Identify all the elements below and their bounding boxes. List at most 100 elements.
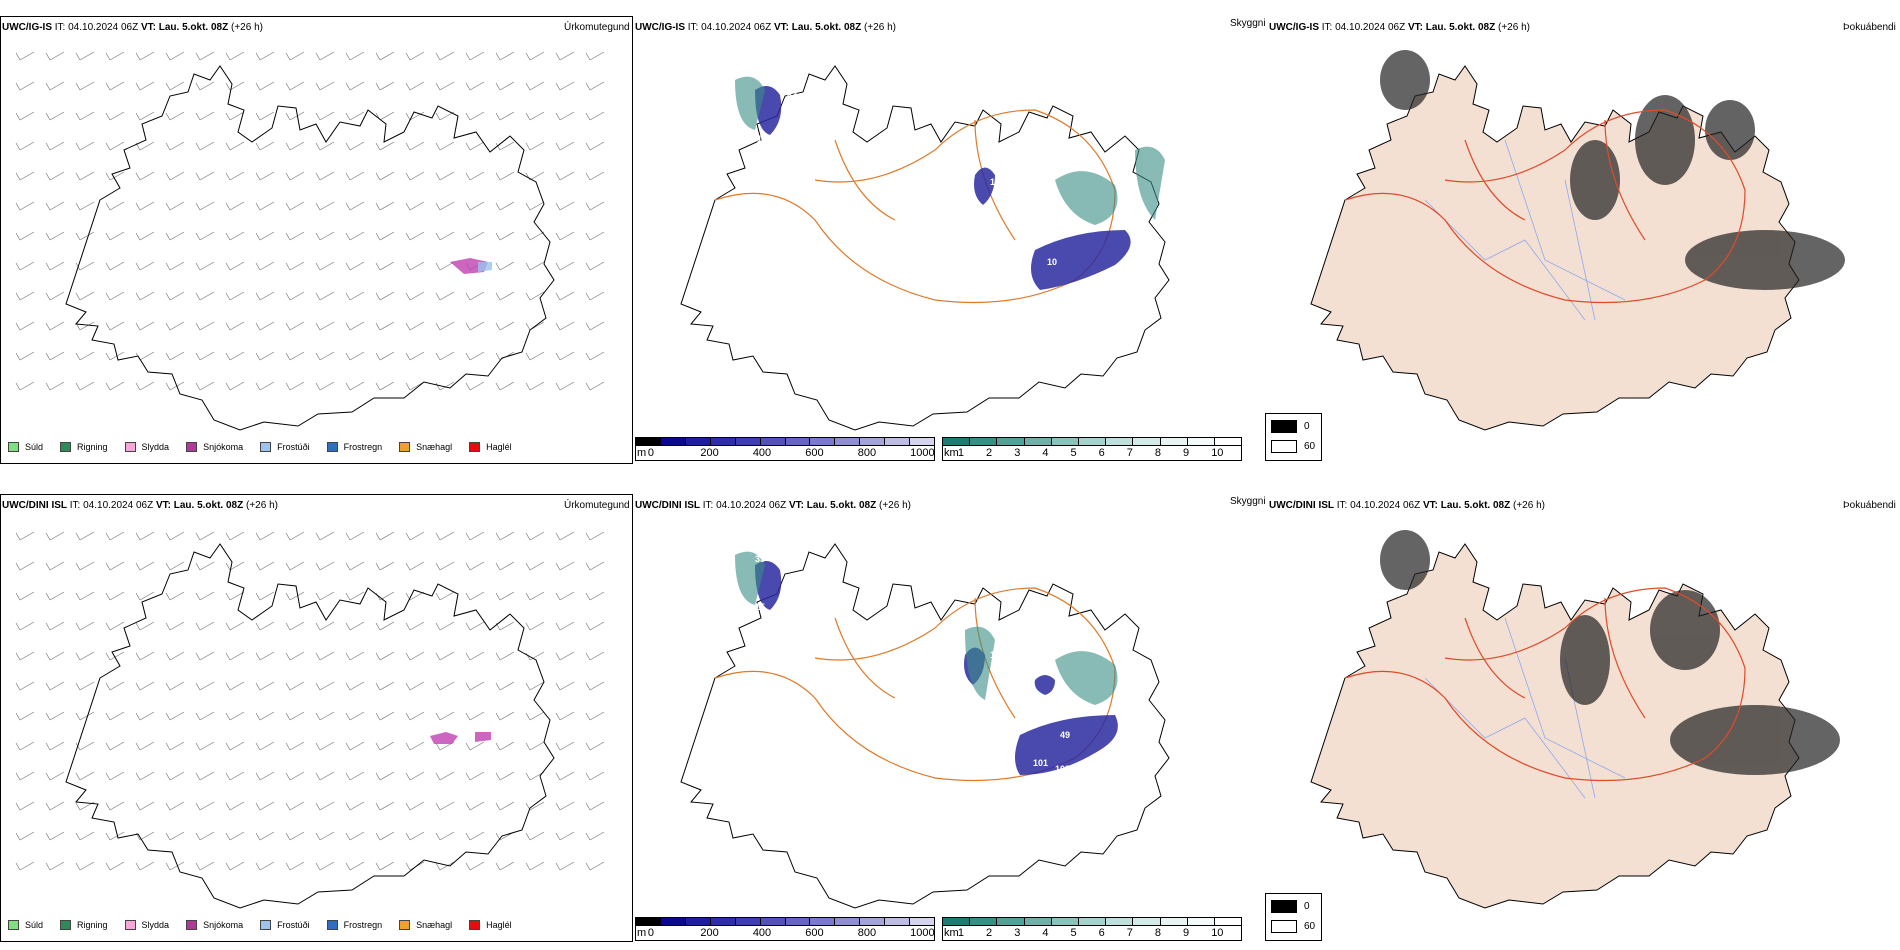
wind-barb <box>375 831 395 841</box>
wind-barb <box>465 381 485 391</box>
wind-barb <box>105 651 125 661</box>
wind-barb <box>105 201 125 211</box>
colorbar-cells <box>636 918 935 926</box>
road-path <box>1344 587 1746 782</box>
wind-barb <box>285 51 305 61</box>
wind-barb <box>225 81 245 91</box>
iceland-coastline <box>65 65 555 431</box>
wind-barb <box>165 561 185 571</box>
wind-barb <box>105 591 125 601</box>
legend-label: Frostregn <box>343 442 383 452</box>
wind-barb <box>135 51 155 61</box>
wind-barb <box>45 621 65 631</box>
legend-label: 0 <box>1304 901 1310 912</box>
wind-barb <box>105 831 125 841</box>
elevation-labels: 63 75 13 18 11 10 14 10 58 10 <box>757 90 1131 304</box>
legend-label: Súld <box>25 442 44 452</box>
wind-barb <box>135 591 155 601</box>
legend-swatch-black <box>1271 420 1297 433</box>
wind-barb <box>585 681 605 691</box>
colorbar-tick-label: 5 <box>1070 447 1077 459</box>
wind-barb <box>405 261 425 271</box>
wind-barb <box>195 561 215 571</box>
wind-barb <box>15 351 35 361</box>
wind-barb <box>405 321 425 331</box>
wind-barb <box>495 51 515 61</box>
wind-barb <box>15 801 35 811</box>
wind-barb <box>585 561 605 571</box>
wind-barb <box>285 351 305 361</box>
wind-barb <box>555 591 575 601</box>
lead-time: (+26 h) <box>879 500 911 511</box>
wind-barb <box>285 201 305 211</box>
wind-barb <box>405 51 425 61</box>
precip-map <box>15 531 605 909</box>
legend-item: Rigning <box>60 920 108 930</box>
colorbar-cells <box>636 438 935 446</box>
vt-label: VT: <box>773 22 789 33</box>
wind-barb <box>225 861 245 871</box>
wind-barb <box>45 81 65 91</box>
wind-barb <box>375 381 395 391</box>
panel-title-fog: Þokuábendi <box>1843 22 1896 33</box>
wind-barb <box>315 141 335 151</box>
wind-barb <box>585 531 605 541</box>
model-name: UWC/IG-IS <box>635 22 685 33</box>
colorbar-cell <box>1187 438 1215 445</box>
wind-barb <box>525 591 545 601</box>
panel-header: UWC/DINI ISL IT: 04.10.2024 06Z VT: Lau.… <box>2 500 278 511</box>
legend-item: Frostúði <box>260 442 310 452</box>
legend-swatch <box>326 442 338 452</box>
wind-barb <box>435 51 455 61</box>
elevation-label: 109 <box>1055 764 1070 774</box>
wind-barb <box>45 561 65 571</box>
wind-barb <box>315 51 335 61</box>
precip-legend: Súld Rigning Slydda Snjókoma Frostúði Fr… <box>8 920 529 930</box>
wind-barb <box>495 711 515 721</box>
wind-barb <box>435 681 455 691</box>
panel-header: UWC/DINI ISL IT: 04.10.2024 06Z VT: Lau.… <box>1269 500 1545 511</box>
colorbar-tick-label: 4 <box>1042 447 1049 459</box>
wind-barb <box>195 801 215 811</box>
elevation-label: 58 <box>1121 262 1131 272</box>
wind-barb <box>585 81 605 91</box>
wind-barb <box>255 231 275 241</box>
colorbar-cell <box>860 918 886 925</box>
wind-barb <box>315 81 335 91</box>
visibility-map: 39 61 66 15 10 96 58 49 101 109 110 65 <box>680 543 1170 909</box>
wind-barb <box>165 231 185 241</box>
wind-barb <box>465 141 485 151</box>
wind-barb <box>285 321 305 331</box>
wind-barb <box>435 711 455 721</box>
colorbar-cell <box>735 918 761 925</box>
colorbar-cell <box>660 438 686 445</box>
elevation-label: 63 <box>787 90 797 100</box>
wind-barb <box>345 651 365 661</box>
wind-barb <box>525 681 545 691</box>
wind-barb <box>135 621 155 631</box>
wind-barb <box>465 291 485 301</box>
wind-barb <box>585 141 605 151</box>
elevation-label: 96 <box>1053 692 1063 702</box>
wind-barb <box>315 111 335 121</box>
wind-barb <box>15 321 35 331</box>
wind-barb <box>555 51 575 61</box>
wind-barb <box>285 81 305 91</box>
wind-barb <box>435 621 455 631</box>
colorbar-tick-label: 400 <box>752 447 772 459</box>
wind-barb <box>345 711 365 721</box>
colorbar-tick-label: 600 <box>805 447 824 459</box>
wind-barb <box>75 81 95 91</box>
wind-barb <box>345 621 365 631</box>
wind-barb <box>555 651 575 661</box>
wind-barb <box>375 681 395 691</box>
it-value: 04.10.2024 06Z <box>716 500 787 511</box>
wind-barb <box>255 861 275 871</box>
wind-barb <box>15 651 35 661</box>
colorbar-cell <box>1106 438 1134 445</box>
wind-barb <box>195 231 215 241</box>
wind-barb <box>135 711 155 721</box>
wind-barb <box>45 171 65 181</box>
wind-barb <box>555 531 575 541</box>
wind-barb <box>495 861 515 871</box>
